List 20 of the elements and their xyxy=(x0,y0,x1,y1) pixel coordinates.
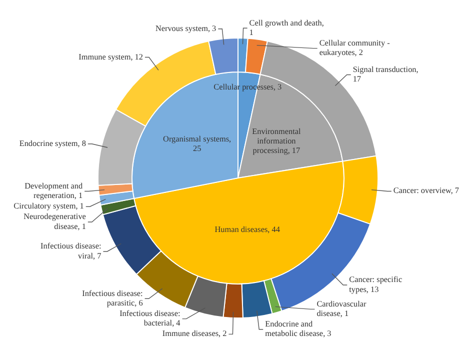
slice-label: Nervous system, 3 xyxy=(155,24,216,33)
slice-label: Cardiovascular disease, 1 xyxy=(316,299,367,318)
slice-label: Development and regeneration, 1 xyxy=(24,181,83,200)
slice-label: Cancer: overview, 7 xyxy=(393,186,460,196)
slice-label: Cancer: specific types, 13 xyxy=(349,275,402,294)
slice-label: Immune diseases, 2 xyxy=(162,329,227,338)
slice-label: Organismal systems, 25 xyxy=(163,134,232,154)
slice-label: Signal transduction, 17 xyxy=(352,64,418,84)
slice-label: Neurodegenerative disease, 1 xyxy=(24,212,86,231)
slice-label: Cell growth and death, 1 xyxy=(249,18,324,37)
slice-label: Cellular community - eukaryotes, 2 xyxy=(319,38,390,57)
slice-label: Immune system, 12 xyxy=(78,52,143,62)
slice-label: Environmental information processing, 17 xyxy=(252,126,302,156)
slice-label: Infectious disease: bacterial, 4 xyxy=(120,308,180,328)
slice-label: Endocrine and metabolic disease, 3 xyxy=(265,319,332,338)
slice-label: Infectious disease: parasitic, 6 xyxy=(82,288,143,308)
slice-label: Circulatory system, 1 xyxy=(14,201,84,210)
slice-label: Infectious disease: viral, 7 xyxy=(40,242,102,260)
slice-label: Endocrine system, 8 xyxy=(19,138,86,148)
slice-label: Human diseases, 44 xyxy=(214,225,280,234)
